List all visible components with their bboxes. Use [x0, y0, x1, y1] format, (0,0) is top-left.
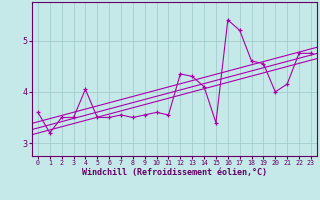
- X-axis label: Windchill (Refroidissement éolien,°C): Windchill (Refroidissement éolien,°C): [82, 168, 267, 177]
